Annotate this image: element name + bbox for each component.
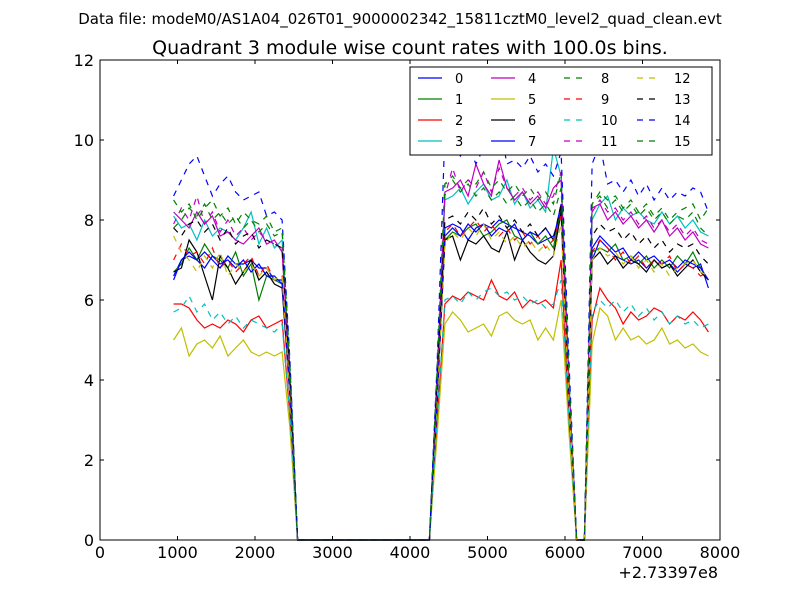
y-tick-label: 4 xyxy=(84,371,94,390)
series-line-5 xyxy=(173,299,709,541)
x-tick-label: 1000 xyxy=(157,543,198,562)
series-line-12 xyxy=(173,222,709,541)
x-tick-label: 7000 xyxy=(622,543,663,562)
legend-label-1: 1 xyxy=(455,93,463,108)
y-tick-label: 8 xyxy=(84,211,94,230)
x-tick-label: 5000 xyxy=(467,543,508,562)
legend-label-3: 3 xyxy=(455,135,463,150)
legend-label-14: 14 xyxy=(674,114,691,129)
legend-label-15: 15 xyxy=(674,135,691,150)
y-tick-label: 6 xyxy=(84,291,94,310)
axis-ticks: 0 1000 2000 3000 4000 5000 6000 7000 80000246810… xyxy=(74,51,741,562)
series-line-2 xyxy=(173,259,709,541)
x-tick-label: 2000 xyxy=(235,543,276,562)
series-line-4 xyxy=(173,159,709,541)
y-tick-label: 12 xyxy=(74,51,94,70)
legend-label-6: 6 xyxy=(528,114,536,129)
series-line-9 xyxy=(173,215,709,541)
legend-label-5: 5 xyxy=(528,93,536,108)
series-line-14 xyxy=(173,119,709,541)
series-line-15 xyxy=(173,179,709,541)
series-layer xyxy=(173,119,709,541)
legend-label-8: 8 xyxy=(601,72,609,87)
x-offset-label: +2.73397e8 xyxy=(618,563,718,582)
legend-label-13: 13 xyxy=(674,93,691,108)
x-tick-label: 8000 xyxy=(700,543,741,562)
x-tick-label: 0 xyxy=(95,543,105,562)
legend-label-11: 11 xyxy=(601,135,618,150)
legend-label-10: 10 xyxy=(601,114,618,129)
legend-label-0: 0 xyxy=(455,72,463,87)
y-tick-label: 10 xyxy=(74,131,94,150)
x-tick-label: 3000 xyxy=(312,543,353,562)
legend-label-12: 12 xyxy=(674,72,691,87)
chart-suptitle: Data file: modeM0/AS1A04_026T01_90000023… xyxy=(78,10,722,29)
y-tick-label: 0 xyxy=(84,531,94,550)
legend-label-4: 4 xyxy=(528,72,536,87)
x-tick-label: 6000 xyxy=(545,543,586,562)
series-line-13 xyxy=(173,203,709,541)
series-line-10 xyxy=(173,279,709,541)
series-line-11 xyxy=(173,165,709,541)
legend-label-7: 7 xyxy=(528,135,536,150)
legend-label-9: 9 xyxy=(601,93,609,108)
x-tick-label: 4000 xyxy=(390,543,431,562)
legend-label-2: 2 xyxy=(455,114,463,129)
chart-title: Quadrant 3 module wise count rates with … xyxy=(152,37,668,59)
y-tick-label: 2 xyxy=(84,451,94,470)
legend-frame xyxy=(409,66,713,156)
